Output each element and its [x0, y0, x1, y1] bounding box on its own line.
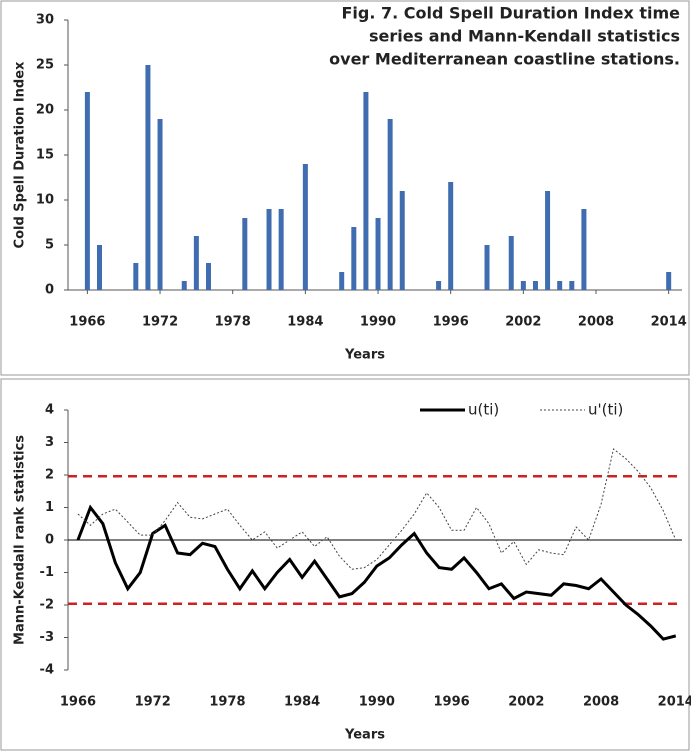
x-tick-label: 2002	[505, 315, 541, 330]
y-tick-label: 30	[36, 13, 54, 28]
x-tick-label: 1972	[135, 695, 171, 710]
bar	[242, 218, 248, 290]
bar	[532, 281, 538, 290]
chart-title: over Mediterranean coastline stations.	[329, 50, 680, 69]
bar	[157, 119, 163, 290]
x-tick-label: 2008	[578, 315, 614, 330]
bar	[520, 281, 526, 290]
bar	[666, 272, 672, 290]
x-tick-label: 2002	[508, 695, 544, 710]
panel-frame	[0, 378, 690, 751]
series-line	[76, 504, 677, 641]
bar	[375, 218, 381, 290]
bar	[205, 263, 211, 290]
y-tick-label: 25	[36, 58, 54, 73]
bar	[278, 209, 284, 290]
y-tick-label: 20	[36, 103, 54, 118]
bar	[133, 263, 139, 290]
y-tick-label: -3	[40, 630, 54, 645]
y-axis-label: Cold Spell Duration Index	[13, 61, 28, 249]
chart-title: Fig. 7. Cold Spell Duration Index time	[341, 4, 680, 23]
bar	[96, 245, 102, 290]
bar	[545, 191, 551, 290]
x-axis-label: Years	[344, 348, 385, 363]
x-tick-label: 2008	[583, 695, 619, 710]
y-tick-label: 4	[45, 403, 54, 418]
x-tick-label: 1996	[434, 695, 470, 710]
bar	[181, 281, 187, 290]
y-tick-label: 5	[45, 238, 54, 253]
bar	[387, 119, 393, 290]
y-tick-label: 0	[45, 533, 54, 548]
bar	[508, 236, 514, 290]
y-tick-label: 3	[45, 435, 54, 450]
y-tick-label: 10	[36, 193, 54, 208]
bar	[84, 92, 90, 290]
x-tick-label: 1966	[69, 315, 105, 330]
legend-label: u'(ti)	[588, 401, 623, 419]
y-tick-label: 15	[36, 148, 54, 163]
bar	[363, 92, 369, 290]
x-tick-label: 1966	[60, 695, 96, 710]
y-axis-label: Mann-Kendall rank statistics	[13, 435, 28, 645]
bar	[339, 272, 345, 290]
series-line	[77, 448, 677, 570]
bar	[484, 245, 490, 290]
x-axis-label: Years	[344, 728, 385, 743]
chart-title: series and Mann-Kendall statistics	[369, 27, 680, 46]
bar	[581, 209, 587, 290]
bar	[302, 164, 308, 290]
panel-frame	[0, 0, 690, 376]
bar	[193, 236, 199, 290]
bar	[266, 209, 272, 290]
x-tick-label: 1984	[287, 315, 323, 330]
bar	[399, 191, 405, 290]
bar	[569, 281, 575, 290]
y-tick-label: -1	[40, 565, 54, 580]
x-tick-label: 1984	[284, 695, 320, 710]
y-tick-label: -4	[40, 663, 54, 678]
legend-label: u(ti)	[468, 401, 499, 419]
y-tick-label: 2	[45, 468, 54, 483]
y-tick-label: 1	[45, 500, 54, 515]
x-tick-label: 1978	[215, 315, 251, 330]
bar	[351, 227, 357, 290]
y-tick-label: 0	[45, 283, 54, 298]
bar	[448, 182, 454, 290]
y-tick-label: -2	[40, 598, 54, 613]
x-tick-label: 1990	[360, 315, 396, 330]
bar	[557, 281, 563, 290]
bar	[145, 65, 151, 290]
x-tick-label: 1990	[359, 695, 395, 710]
x-tick-label: 1972	[142, 315, 178, 330]
x-tick-label: 1996	[433, 315, 469, 330]
x-tick-label: 1978	[209, 695, 245, 710]
x-tick-label: 2014	[658, 695, 691, 710]
x-tick-label: 2014	[651, 315, 687, 330]
bar	[436, 281, 442, 290]
